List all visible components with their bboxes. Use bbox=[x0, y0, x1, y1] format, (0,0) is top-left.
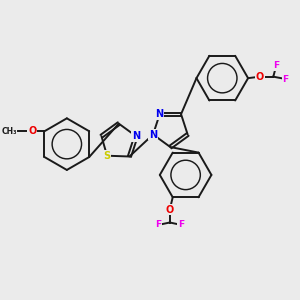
Text: N: N bbox=[149, 130, 157, 140]
Text: O: O bbox=[256, 72, 264, 82]
Text: N: N bbox=[156, 109, 164, 119]
Text: O: O bbox=[28, 126, 36, 136]
Text: F: F bbox=[283, 74, 289, 83]
Text: S: S bbox=[103, 151, 111, 161]
Text: F: F bbox=[178, 220, 184, 229]
Text: F: F bbox=[156, 220, 162, 229]
Text: F: F bbox=[273, 61, 279, 70]
Text: O: O bbox=[166, 205, 174, 214]
Text: N: N bbox=[132, 131, 140, 141]
Text: CH₃: CH₃ bbox=[2, 127, 17, 136]
